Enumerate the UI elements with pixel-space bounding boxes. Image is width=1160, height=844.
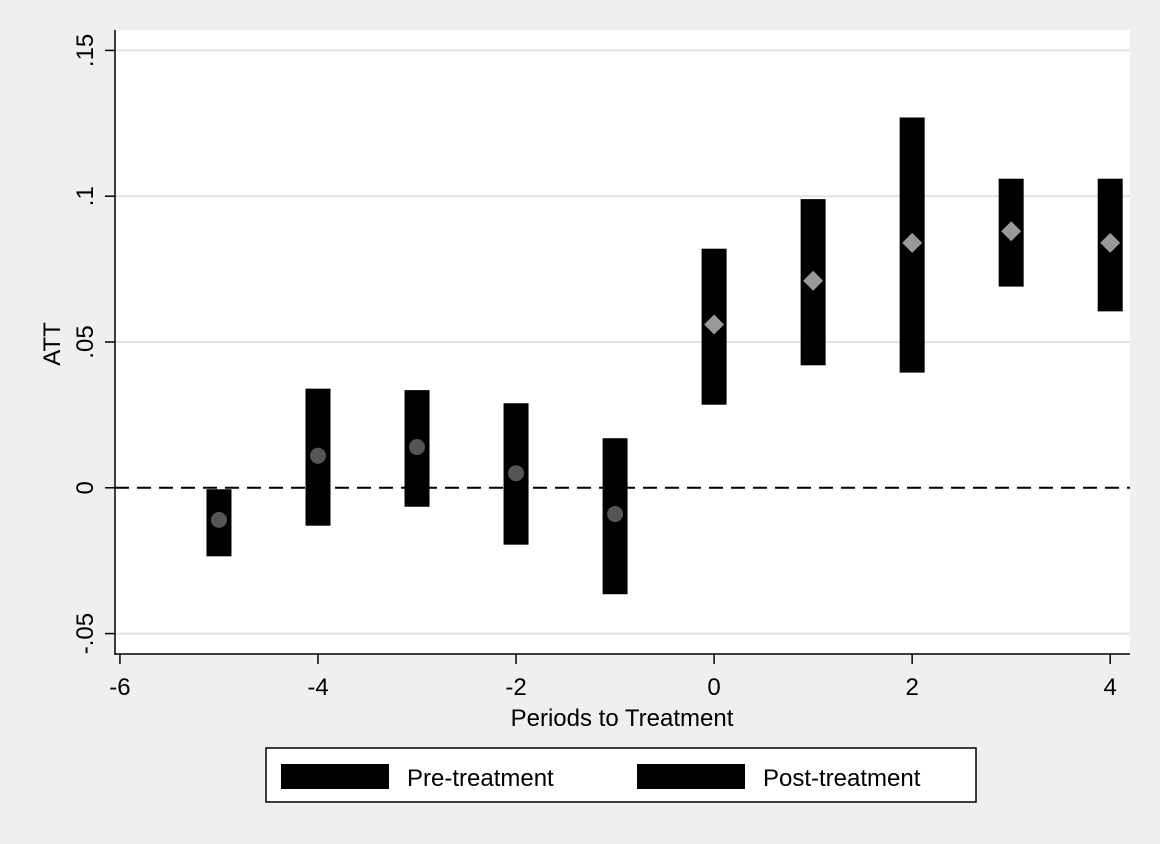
- y-axis-title: ATT: [39, 322, 66, 366]
- point-marker-post-treatment: [704, 314, 725, 335]
- x-tick-label: -6: [109, 674, 130, 701]
- x-tick-label: -2: [505, 674, 526, 701]
- x-axis-title: Periods to Treatment: [511, 705, 734, 732]
- point-marker-pre-treatment: [210, 511, 227, 528]
- y-tick-label: .1: [72, 186, 99, 206]
- point-marker-post-treatment: [803, 270, 824, 291]
- y-tick-label: .15: [72, 34, 99, 67]
- y-tick-label: .05: [72, 325, 99, 358]
- y-tick-label: 0: [72, 481, 99, 494]
- legend: Pre-treatment Post-treatment: [265, 747, 977, 803]
- confidence-bars: [206, 117, 1123, 595]
- x-tick-label: 4: [1104, 674, 1117, 701]
- x-tick-label: 0: [707, 674, 720, 701]
- legend-label-pre-treatment: Pre-treatment: [407, 765, 554, 792]
- point-marker-pre-treatment: [310, 447, 326, 464]
- y-axis-ticks: -.05 0 .05 .1 .15: [72, 34, 115, 654]
- legend-swatch-pre-treatment: [281, 764, 389, 789]
- point-marker-post-treatment: [1001, 221, 1022, 242]
- legend-swatch-post-treatment: [637, 764, 745, 789]
- point-marker-pre-treatment: [607, 506, 624, 523]
- x-axis-ticks: -6 -4 -2 0 2 4: [109, 654, 1117, 701]
- x-tick-label: 2: [905, 674, 918, 701]
- point-marker-pre-treatment: [508, 465, 525, 482]
- point-marker-post-treatment: [902, 232, 923, 253]
- legend-label-post-treatment: Post-treatment: [763, 765, 921, 792]
- point-markers: [210, 221, 1121, 528]
- gridlines: [115, 49, 1130, 635]
- x-tick-label: -4: [307, 674, 328, 701]
- point-marker-pre-treatment: [409, 438, 426, 455]
- y-tick-label: -.05: [72, 613, 99, 654]
- point-marker-post-treatment: [1100, 232, 1121, 253]
